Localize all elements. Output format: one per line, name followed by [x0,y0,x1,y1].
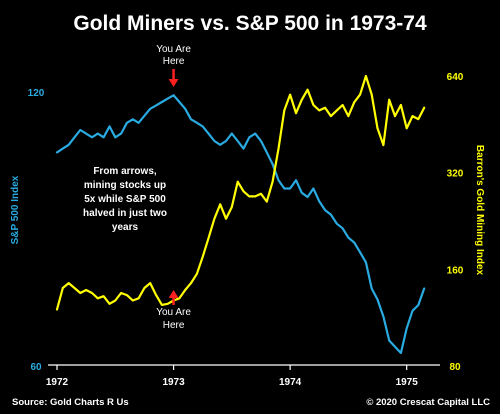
x-tick-label: 1974 [279,377,302,388]
annotation-label-top: Here [163,56,185,67]
right-axis-ticks: 640 320 160 80 [447,72,464,373]
right-axis-label: Barron's Gold Mining Index [474,145,485,276]
annotation-note-line: 5x while S&P 500 [84,194,166,205]
annotation-note-line: halved in just two [83,208,167,219]
x-tick-label: 1973 [162,377,185,388]
gold-mining-line [55,74,426,311]
source-note: Source: Gold Charts R Us [12,397,129,408]
annotation-label-bottom: You Are [156,307,191,318]
right-tick-label: 80 [449,362,461,373]
annotation-label-bottom: Here [163,320,185,331]
annotation-label-top: You Are [156,44,191,55]
x-tick-label: 1972 [46,377,69,388]
arrow-up-icon [168,290,179,298]
x-axis-ticks: 1972 1973 1974 1975 [46,365,418,388]
left-tick-label: 120 [28,88,45,99]
right-tick-label: 160 [447,265,464,276]
sp500-line [55,94,426,355]
annotation-note-line: From arrows, [93,166,157,177]
series-layer [55,74,426,355]
right-tick-label: 640 [447,72,464,83]
x-tick-label: 1975 [396,377,419,388]
left-tick-label: 60 [30,362,42,373]
right-tick-label: 320 [447,169,464,180]
copyright-note: © 2020 Crescat Capital LLC [366,397,490,408]
arrow-down-icon [168,79,179,87]
annotation-note-line: years [112,222,139,233]
chart-title: Gold Miners vs. S&P 500 in 1973-74 [73,12,427,35]
left-axis-ticks: 120 60 [28,88,45,373]
left-axis-label: S&P 500 Index [10,175,21,244]
annotation-note-line: mining stocks up [84,180,166,191]
